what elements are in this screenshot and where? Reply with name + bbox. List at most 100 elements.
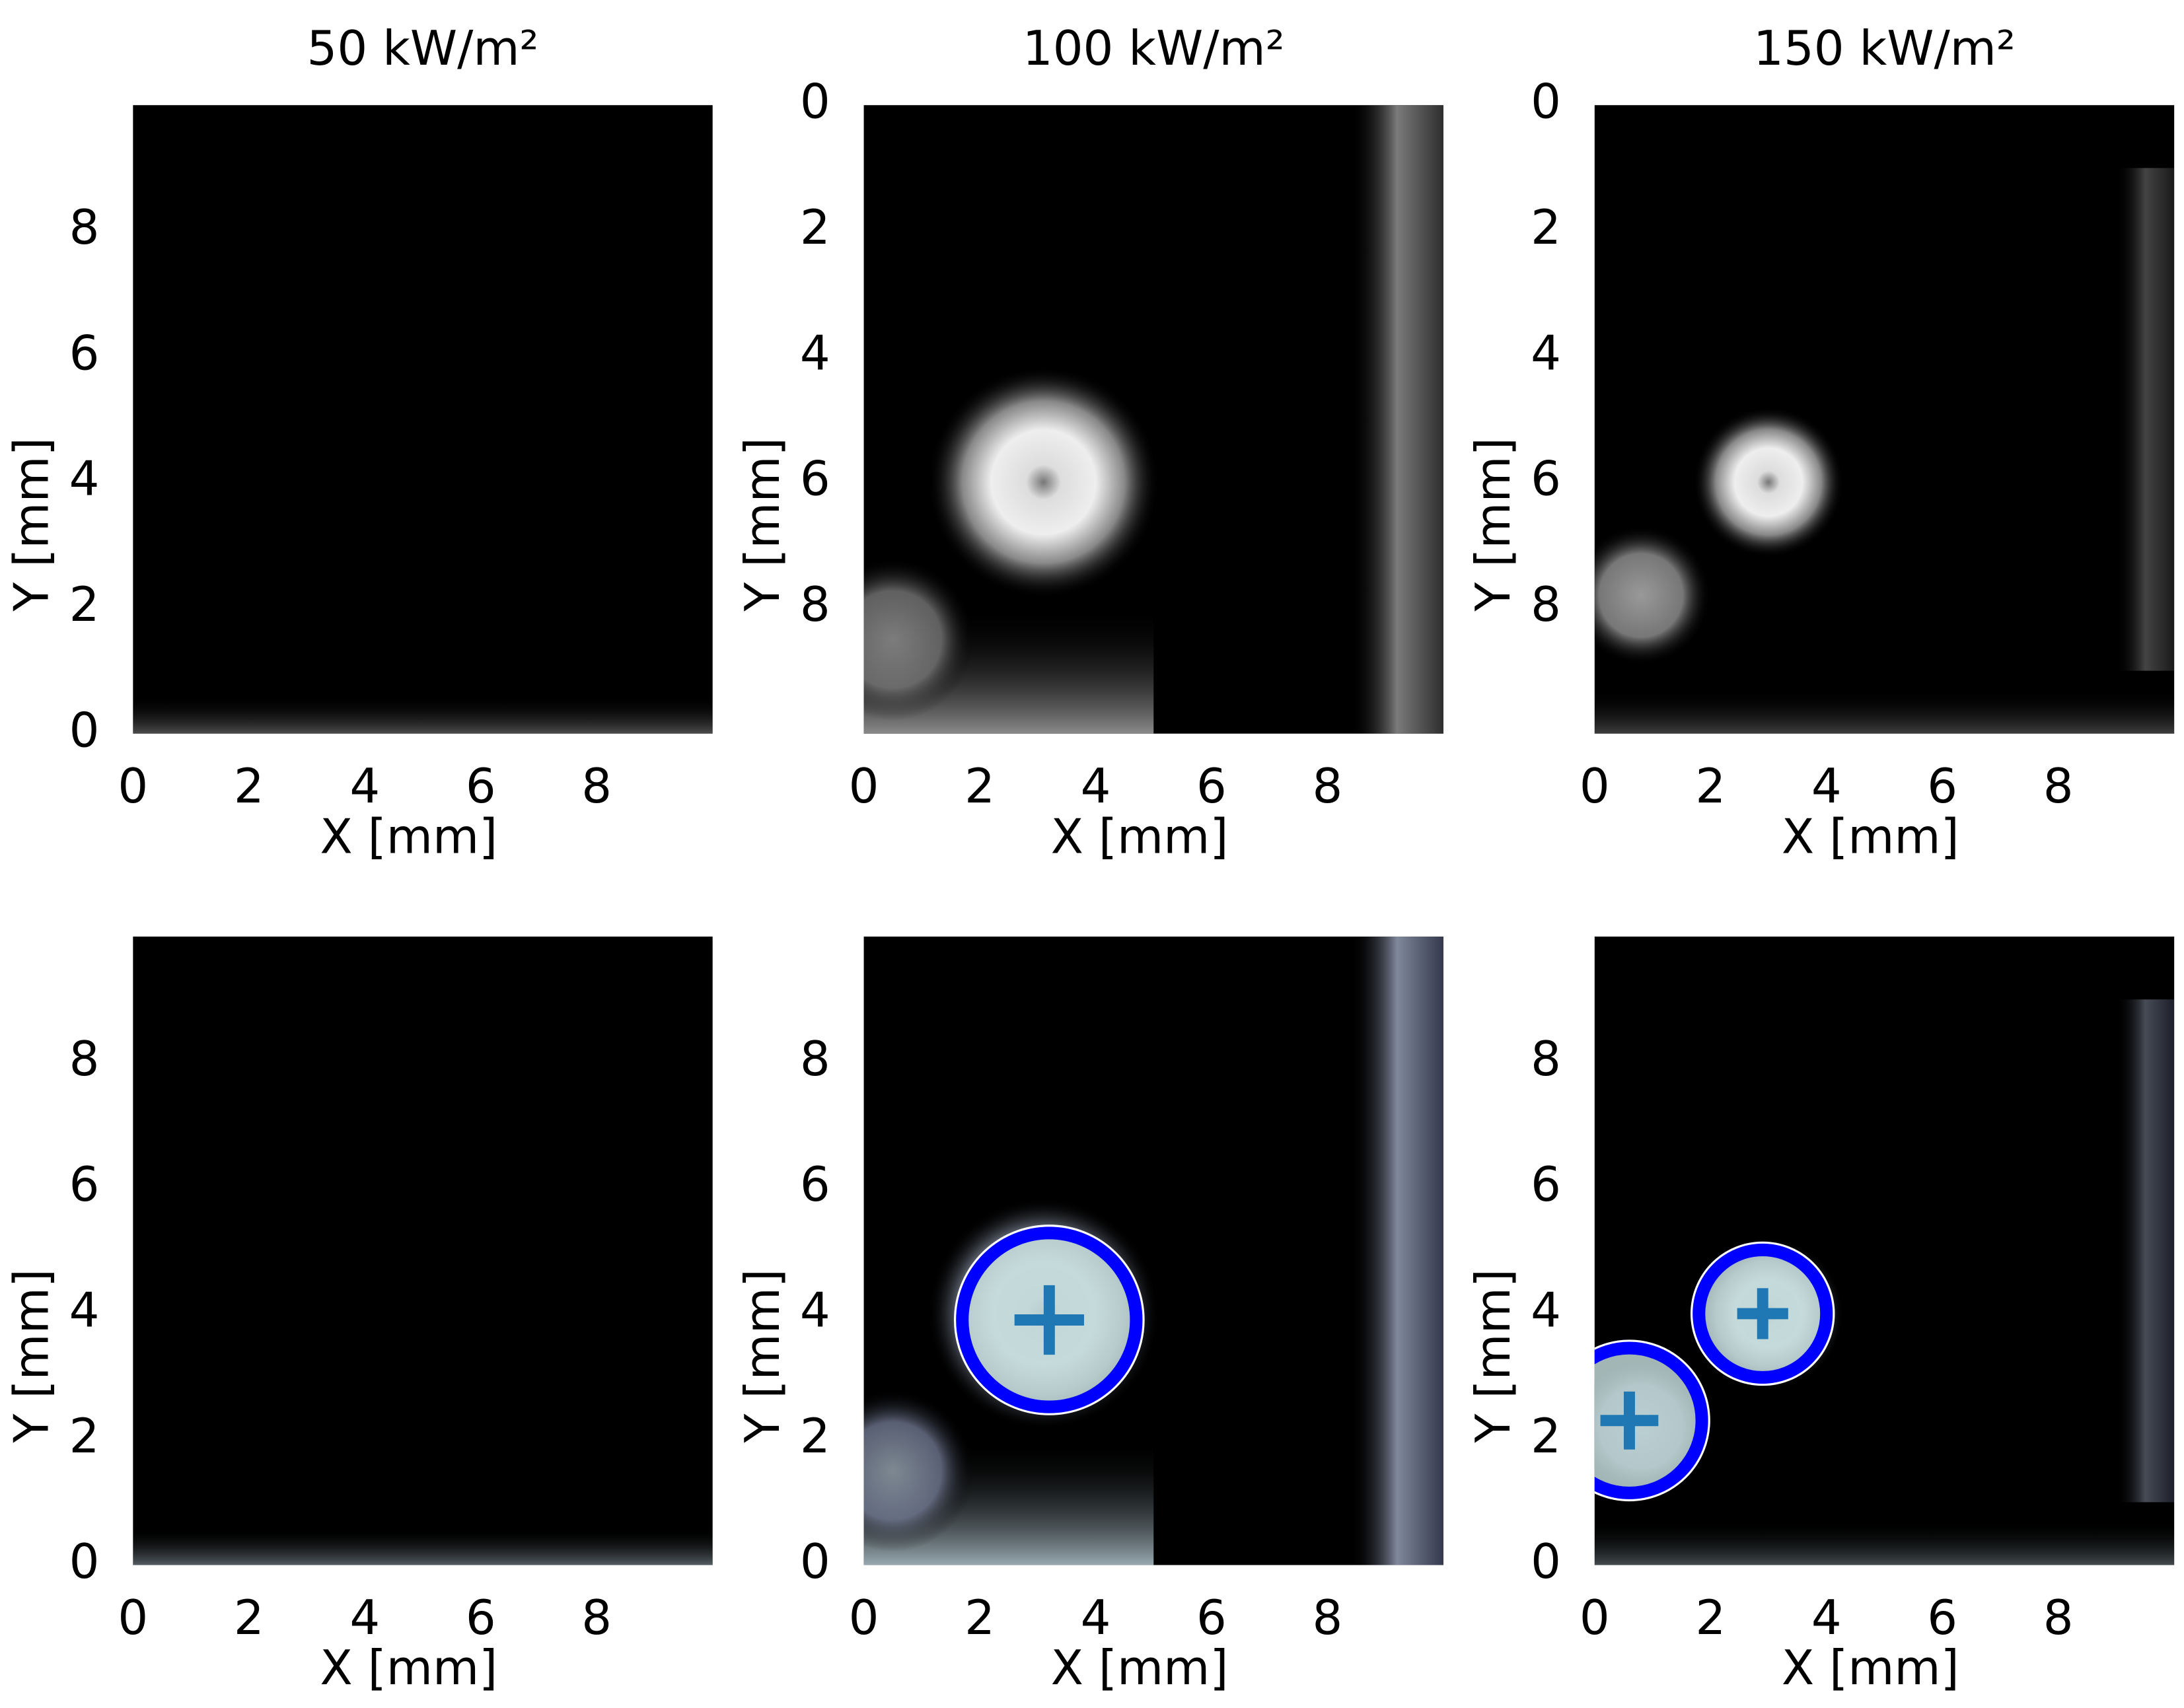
y-tick-label: 4 — [69, 451, 100, 507]
detected-circle — [956, 1227, 1143, 1413]
heatmap-feature — [1594, 526, 1711, 665]
heatmap-feature — [1350, 937, 1443, 1565]
y-tick-label: 4 — [800, 1282, 830, 1337]
y-axis-label: Y [mm] — [4, 1269, 59, 1443]
y-tick-label: 2 — [69, 1408, 100, 1464]
y-tick-label: 4 — [69, 1282, 100, 1337]
detected-circle-outline — [1691, 1241, 1835, 1386]
heatmap-feature — [2116, 168, 2175, 671]
y-tick-label: 0 — [1531, 74, 1561, 129]
center-marker — [1014, 1285, 1084, 1355]
panel: 0 2 4 6 8 0 2 4 6 8 X [mm] Y [mm] 100 kW/m² — [735, 20, 1443, 864]
y-tick-label: 0 — [800, 74, 830, 129]
x-tick-label: 6 — [1196, 758, 1227, 814]
x-tick-label: 8 — [1313, 1590, 1343, 1645]
y-tick-label: 2 — [800, 199, 830, 255]
heatmap-feature — [2116, 999, 2175, 1503]
x-tick-label: 4 — [349, 758, 380, 814]
heatmap-feature — [1594, 1520, 2175, 1565]
x-axis-label: X [mm] — [320, 1640, 497, 1695]
y-tick-label: 2 — [800, 1408, 830, 1464]
y-tick-label: 6 — [800, 1156, 830, 1212]
panel: 0 2 4 6 8 0 2 4 6 8 X [mm] Y [mm] — [1465, 937, 2175, 1695]
heatmap-feature — [1350, 105, 1443, 734]
y-tick-label: 4 — [1531, 1282, 1561, 1337]
x-tick-label: 8 — [2043, 758, 2074, 814]
x-tick-label: 4 — [1811, 1590, 1842, 1645]
center-marker — [1600, 1391, 1659, 1450]
x-tick-label: 0 — [1580, 1590, 1610, 1645]
x-axis-label: X [mm] — [1782, 1640, 1959, 1695]
x-tick-label: 8 — [2043, 1590, 2074, 1645]
y-axis-label: Y [mm] — [4, 437, 59, 612]
y-tick-label: 2 — [1531, 1408, 1561, 1464]
detected-circle-outline — [1594, 1339, 1710, 1502]
y-tick-label: 4 — [800, 325, 830, 380]
x-tick-label: 6 — [466, 1590, 496, 1645]
panel-title: 150 kW/m² — [1753, 20, 2016, 76]
x-axis-label: X [mm] — [320, 808, 497, 864]
x-tick-label: 0 — [849, 1590, 879, 1645]
center-marker — [1737, 1288, 1788, 1339]
heatmap-image — [863, 105, 1443, 734]
x-axis-label: X [mm] — [1051, 808, 1229, 864]
x-tick-label: 6 — [466, 758, 496, 814]
heatmap-feature — [863, 1390, 974, 1552]
y-tick-label: 0 — [69, 1534, 100, 1589]
heatmap-feature — [133, 695, 713, 734]
heatmap-background — [133, 105, 713, 734]
heatmap-feature — [133, 1527, 713, 1565]
heatmap-feature — [1693, 407, 1844, 558]
x-tick-label: 2 — [1695, 758, 1726, 814]
x-tick-label: 4 — [1081, 1590, 1111, 1645]
panel-title: 100 kW/m² — [1023, 20, 1285, 76]
x-axis-label: X [mm] — [1782, 808, 1959, 864]
y-axis-label: Y [mm] — [735, 1269, 790, 1443]
y-tick-label: 0 — [69, 702, 100, 758]
y-tick-label: 2 — [1531, 199, 1561, 255]
y-tick-label: 6 — [69, 325, 100, 380]
heatmap-image — [133, 1527, 713, 1565]
heatmap-image — [1594, 999, 2175, 1565]
x-tick-label: 2 — [234, 1590, 264, 1645]
x-tick-label: 4 — [1811, 758, 1842, 814]
x-tick-label: 6 — [1927, 758, 1957, 814]
y-tick-label: 0 — [800, 1534, 830, 1589]
detected-circle — [1693, 1243, 1833, 1384]
x-tick-label: 4 — [1081, 758, 1111, 814]
x-tick-label: 6 — [1927, 1590, 1957, 1645]
y-axis-label: Y [mm] — [1465, 1269, 1521, 1443]
panel: 0 2 4 6 8 0 2 4 6 8 X [mm] Y [mm] — [735, 937, 1443, 1695]
x-tick-label: 8 — [581, 758, 612, 814]
x-tick-label: 0 — [849, 758, 879, 814]
x-tick-label: 8 — [1313, 758, 1343, 814]
x-tick-label: 2 — [1695, 1590, 1726, 1645]
panel-title: 50 kW/m² — [307, 20, 539, 76]
y-tick-label: 8 — [800, 577, 830, 632]
x-tick-label: 0 — [118, 758, 148, 814]
y-tick-label: 8 — [69, 1031, 100, 1086]
x-tick-label: 8 — [581, 1590, 612, 1645]
heatmap-image — [863, 937, 1443, 1565]
x-tick-label: 0 — [1580, 758, 1610, 814]
x-tick-label: 6 — [1196, 1590, 1227, 1645]
y-tick-label: 2 — [69, 577, 100, 632]
heatmap-feature — [928, 366, 1160, 598]
heatmap-image — [133, 695, 713, 734]
heatmap-background — [133, 937, 713, 1565]
y-tick-label: 6 — [1531, 1156, 1561, 1212]
y-tick-label: 4 — [1531, 325, 1561, 380]
x-tick-label: 2 — [234, 758, 264, 814]
y-tick-label: 8 — [1531, 577, 1561, 632]
detected-circle-outline — [954, 1225, 1145, 1415]
y-tick-label: 8 — [1531, 1031, 1561, 1086]
x-tick-label: 0 — [118, 1590, 148, 1645]
y-tick-label: 8 — [69, 199, 100, 255]
heatmap-feature — [1594, 690, 2175, 734]
heatmap-image — [1594, 168, 2175, 734]
y-axis-label: Y [mm] — [1465, 437, 1521, 612]
y-axis-label: Y [mm] — [735, 437, 790, 612]
x-tick-label: 4 — [349, 1590, 380, 1645]
y-tick-label: 8 — [800, 1031, 830, 1086]
